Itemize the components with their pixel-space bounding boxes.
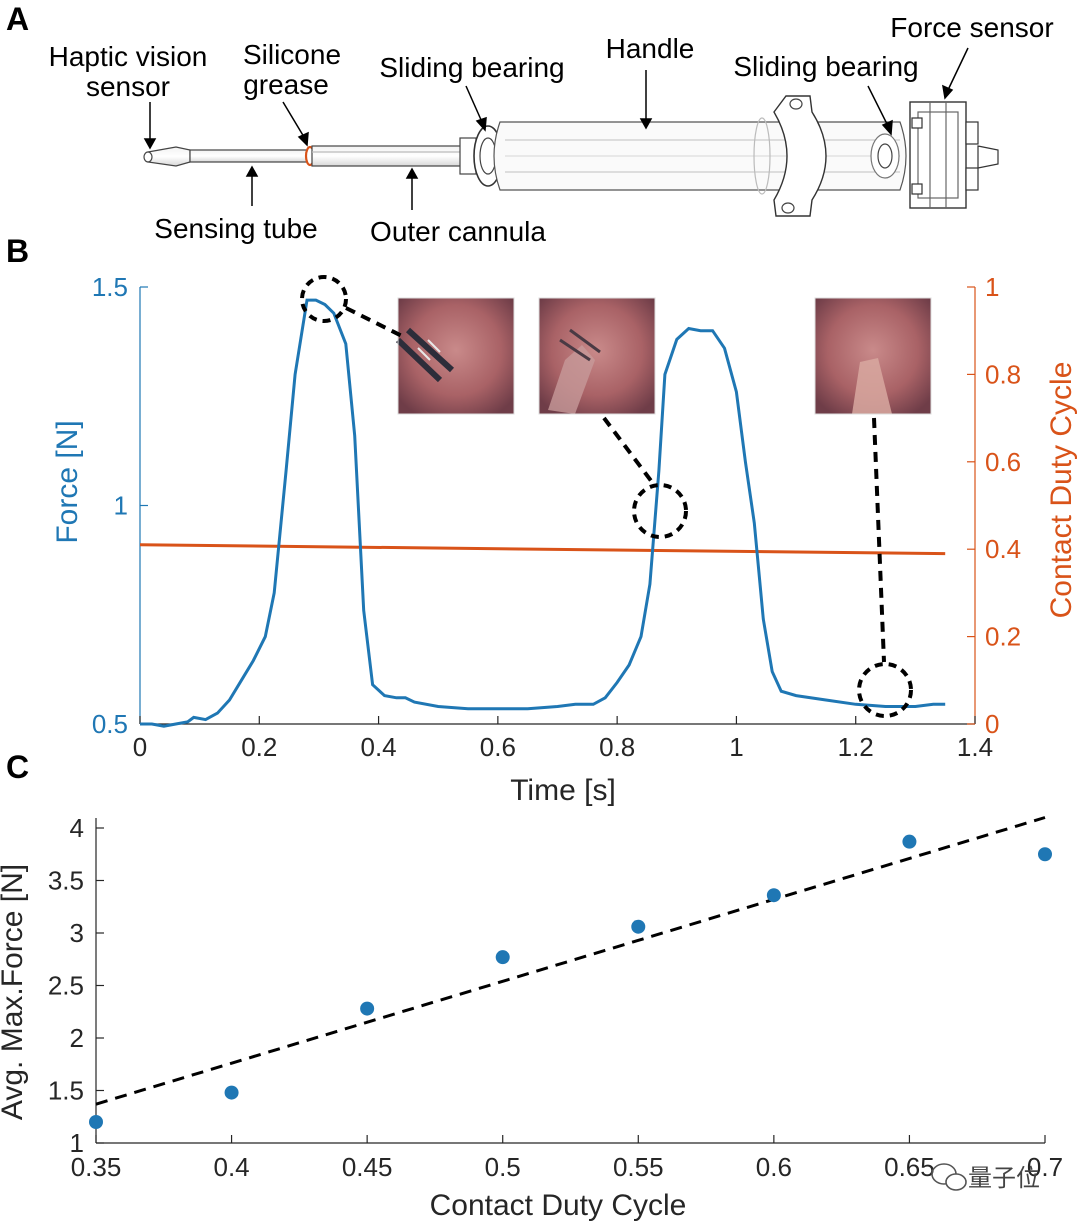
label-haptic-line1: Haptic vision bbox=[49, 41, 208, 72]
b-x-axis-label: Time [s] bbox=[510, 774, 616, 807]
b-x-tick-label-4: 0.8 bbox=[599, 732, 635, 762]
panel-c-letter: C bbox=[6, 749, 29, 785]
b-y-tick-label-1: 1 bbox=[114, 491, 128, 521]
callout-circle-mid bbox=[632, 483, 688, 539]
b-y2-tick-label-4: 0.8 bbox=[985, 359, 1021, 389]
label-sliding-bearing-2: Sliding bearing bbox=[733, 51, 918, 82]
scatter-point-2 bbox=[360, 1001, 375, 1016]
force-line bbox=[140, 298, 946, 728]
c-y-tick-label-6: 4 bbox=[70, 813, 84, 843]
wechat-icon bbox=[931, 1163, 967, 1191]
b-y-ticks: 0.5 1 1.5 bbox=[92, 272, 148, 739]
panel-c: C 0.35 0.4 0.45 0.5 0.55 0.6 0.65 0.7 1 1.5 2 2.5 3… bbox=[0, 749, 1063, 1222]
b-y2-tick-label-1: 0.2 bbox=[985, 622, 1021, 652]
b-y2-tick-label-5: 1 bbox=[985, 272, 999, 302]
b-y-tick-label-2: 1.5 bbox=[92, 272, 128, 302]
b-x-tick-label-6: 1.2 bbox=[838, 732, 874, 762]
scatter-point-7 bbox=[1038, 847, 1052, 862]
b-x-tick-label-5: 1 bbox=[729, 732, 743, 762]
c-y-tick-label-5: 3.5 bbox=[48, 866, 84, 896]
c-x-axis-label: Contact Duty Cycle bbox=[430, 1189, 687, 1222]
c-y-tick-label-1: 1.5 bbox=[48, 1076, 84, 1106]
b-y2-tick-label-0: 0 bbox=[985, 709, 999, 739]
b-x-ticks: 0 0.2 0.4 0.6 0.8 1 1.2 1.4 bbox=[133, 716, 993, 762]
c-y-tick-label-4: 3 bbox=[70, 918, 84, 948]
label-silicone-line1: Silicone bbox=[243, 39, 341, 70]
scatter-point-4 bbox=[631, 919, 646, 934]
fit-line bbox=[95, 816, 1046, 1106]
panel-b-letter: B bbox=[6, 233, 29, 269]
b-y-axis-label: Force [N] bbox=[51, 420, 84, 543]
label-sliding-bearing-1: Sliding bearing bbox=[379, 52, 564, 83]
c-x-tick-label-5: 0.6 bbox=[756, 1152, 792, 1182]
label-handle: Handle bbox=[606, 33, 695, 64]
c-x-tick-label-0: 0.35 bbox=[71, 1152, 122, 1182]
c-x-tick-label-3: 0.5 bbox=[485, 1152, 521, 1182]
b-x-tick-label-2: 0.4 bbox=[360, 732, 396, 762]
device-leader-arrows bbox=[143, 47, 969, 210]
handle-clamp bbox=[773, 95, 827, 217]
b-y2-axis-label: Contact Duty Cycle bbox=[1045, 362, 1078, 619]
device-labels: Haptic vision sensor Silicone grease Sli… bbox=[49, 12, 1054, 247]
inset-image-1 bbox=[395, 297, 515, 415]
c-y-axis-label: Avg. Max.Force [N] bbox=[0, 864, 29, 1120]
panel-a-letter: A bbox=[6, 1, 29, 37]
haptic-sensor-tip bbox=[147, 146, 191, 167]
duty-cycle-line bbox=[139, 543, 946, 556]
callout-circle-peak-1 bbox=[300, 275, 348, 323]
scatter-point-6 bbox=[902, 834, 917, 849]
panel-b: B 0 0.2 0.4 0.6 0.8 1 1.2 1.4 0.5 1 1.5 0 0.2 0.4 0.… bbox=[6, 233, 1078, 807]
callout-circle-end bbox=[857, 662, 913, 718]
c-x-tick-label-6: 0.65 bbox=[884, 1152, 935, 1182]
callout-connector-2 bbox=[602, 416, 654, 484]
c-x-tick-label-4: 0.55 bbox=[613, 1152, 664, 1182]
watermark-text: 量子位 bbox=[968, 1165, 1040, 1192]
b-y-tick-label-0: 0.5 bbox=[92, 709, 128, 739]
outer-cannula bbox=[311, 145, 463, 167]
scatter-point-0 bbox=[89, 1115, 103, 1129]
label-outer-cannula: Outer cannula bbox=[370, 216, 546, 247]
scatter-points bbox=[89, 834, 1052, 1129]
scatter-point-3 bbox=[495, 950, 510, 965]
c-x-ticks: 0.35 0.4 0.45 0.5 0.55 0.6 0.65 0.7 bbox=[71, 1135, 1063, 1182]
b-y2-tick-label-3: 0.6 bbox=[985, 447, 1021, 477]
c-y-tick-label-0: 1 bbox=[70, 1128, 84, 1158]
b-y2-tick-label-2: 0.4 bbox=[985, 534, 1021, 564]
callout-markers bbox=[300, 275, 913, 718]
c-x-tick-label-7: 0.7 bbox=[1027, 1152, 1063, 1182]
label-silicone-line2: grease bbox=[243, 69, 329, 100]
b-x-tick-label-7: 1.4 bbox=[957, 732, 993, 762]
callout-connector-3 bbox=[872, 417, 886, 663]
b-x-tick-label-1: 0.2 bbox=[241, 732, 277, 762]
scatter-point-5 bbox=[766, 888, 781, 903]
scatter-point-1 bbox=[224, 1085, 239, 1100]
b-x-tick-label-0: 0 bbox=[133, 732, 147, 762]
b-y2-ticks: 0 0.2 0.4 0.6 0.8 1 bbox=[967, 272, 1021, 739]
device-drawing bbox=[143, 95, 999, 217]
c-y-ticks: 1 1.5 2 2.5 3 3.5 4 bbox=[48, 813, 104, 1158]
c-y-tick-label-2: 2 bbox=[70, 1023, 84, 1053]
sensing-tube bbox=[189, 149, 309, 163]
inset-image-3 bbox=[814, 297, 932, 415]
callout-connector-1 bbox=[345, 306, 403, 338]
label-haptic-line2: sensor bbox=[86, 71, 170, 102]
c-x-tick-label-2: 0.45 bbox=[342, 1152, 393, 1182]
panel-a: A bbox=[6, 1, 1054, 247]
c-x-tick-label-1: 0.4 bbox=[213, 1152, 249, 1182]
label-force-sensor: Force sensor bbox=[890, 12, 1053, 43]
watermark: 量子位 bbox=[931, 1163, 1040, 1192]
b-x-tick-label-3: 0.6 bbox=[480, 732, 516, 762]
inset-image-2 bbox=[538, 297, 656, 415]
c-y-tick-label-3: 2.5 bbox=[48, 971, 84, 1001]
label-sensing-tube: Sensing tube bbox=[154, 213, 317, 244]
